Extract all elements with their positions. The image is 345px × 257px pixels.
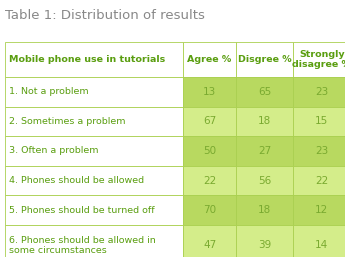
Text: Agree %: Agree % bbox=[187, 55, 232, 64]
Text: 22: 22 bbox=[203, 176, 216, 186]
Text: 6. Phones should be allowed in
some circumstances: 6. Phones should be allowed in some circ… bbox=[9, 236, 156, 255]
Bar bbox=[183, 166, 236, 195]
Bar bbox=[293, 195, 345, 225]
Text: 18: 18 bbox=[258, 116, 272, 126]
Text: 4. Phones should be allowed: 4. Phones should be allowed bbox=[9, 176, 145, 185]
Text: 70: 70 bbox=[203, 205, 216, 215]
Text: Strongly
disagree %: Strongly disagree % bbox=[292, 50, 345, 69]
Text: 39: 39 bbox=[258, 241, 272, 250]
Bar bbox=[236, 42, 293, 77]
Bar bbox=[5, 136, 183, 166]
Text: Disgree %: Disgree % bbox=[238, 55, 292, 64]
Bar bbox=[293, 42, 345, 77]
Bar bbox=[293, 107, 345, 136]
Bar bbox=[236, 225, 293, 257]
Bar bbox=[5, 225, 183, 257]
Text: 13: 13 bbox=[203, 87, 216, 97]
Bar bbox=[5, 195, 183, 225]
Text: 50: 50 bbox=[203, 146, 216, 156]
Text: 2. Sometimes a problem: 2. Sometimes a problem bbox=[9, 117, 126, 126]
Bar bbox=[183, 136, 236, 166]
Text: 67: 67 bbox=[203, 116, 216, 126]
Text: 22: 22 bbox=[315, 176, 328, 186]
Text: 14: 14 bbox=[315, 241, 328, 250]
Bar bbox=[293, 136, 345, 166]
Text: 56: 56 bbox=[258, 176, 272, 186]
Text: 5. Phones should be turned off: 5. Phones should be turned off bbox=[9, 206, 155, 215]
Bar bbox=[5, 166, 183, 195]
Bar bbox=[183, 107, 236, 136]
Bar bbox=[236, 166, 293, 195]
Text: 3. Often a problem: 3. Often a problem bbox=[9, 146, 99, 155]
Bar bbox=[293, 225, 345, 257]
Bar bbox=[5, 107, 183, 136]
Bar bbox=[5, 42, 183, 77]
Text: 23: 23 bbox=[315, 146, 328, 156]
Text: 23: 23 bbox=[315, 87, 328, 97]
Text: 12: 12 bbox=[315, 205, 328, 215]
Text: 65: 65 bbox=[258, 87, 272, 97]
Bar bbox=[236, 136, 293, 166]
Text: 47: 47 bbox=[203, 241, 216, 250]
Bar bbox=[5, 77, 183, 107]
Bar bbox=[293, 166, 345, 195]
Bar bbox=[183, 225, 236, 257]
Bar bbox=[236, 107, 293, 136]
Bar bbox=[183, 42, 236, 77]
Bar bbox=[183, 77, 236, 107]
Bar bbox=[293, 77, 345, 107]
Text: Table 1: Distribution of results: Table 1: Distribution of results bbox=[5, 9, 205, 22]
Text: 18: 18 bbox=[258, 205, 272, 215]
Bar bbox=[183, 195, 236, 225]
Bar bbox=[236, 195, 293, 225]
Text: Mobile phone use in tutorials: Mobile phone use in tutorials bbox=[9, 55, 165, 64]
Text: 27: 27 bbox=[258, 146, 272, 156]
Text: 15: 15 bbox=[315, 116, 328, 126]
Bar bbox=[236, 77, 293, 107]
Text: 1. Not a problem: 1. Not a problem bbox=[9, 87, 89, 96]
